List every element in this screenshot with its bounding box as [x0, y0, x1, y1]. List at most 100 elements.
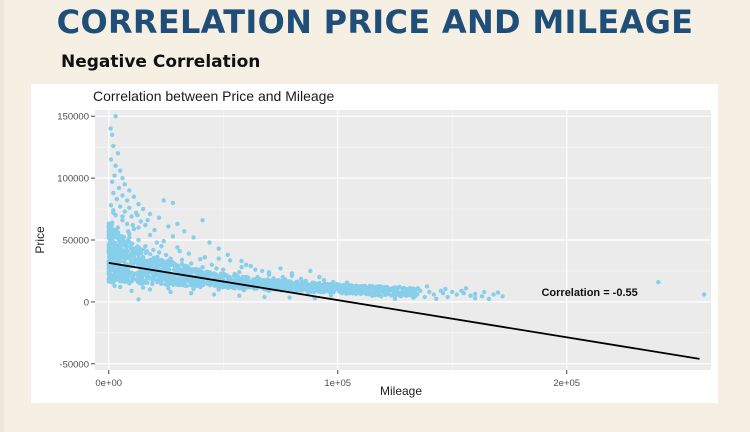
- scatter-point: [385, 286, 391, 291]
- scatter-point: [340, 283, 345, 288]
- scatter-point: [232, 286, 237, 291]
- scatter-point: [243, 262, 249, 267]
- scatter-point: [424, 284, 430, 289]
- scatter-point: [112, 283, 117, 288]
- scatter-point: [140, 255, 146, 260]
- scatter-point: [107, 263, 112, 268]
- scatter-point: [143, 280, 148, 285]
- scatter-point: [262, 294, 267, 300]
- scatter-point: [278, 283, 283, 288]
- scatter-point: [130, 222, 135, 228]
- scatter-point: [166, 263, 171, 269]
- scatter-point: [172, 266, 178, 271]
- scatter-point: [237, 286, 242, 291]
- scatter-point: [303, 278, 308, 284]
- scatter-point: [214, 266, 219, 271]
- scatter-point: [211, 271, 217, 276]
- scatter-point: [111, 190, 116, 196]
- scatter-point: [118, 168, 123, 173]
- scatter-point: [468, 293, 473, 298]
- scatter-point: [169, 278, 174, 283]
- scatter-point: [189, 269, 194, 274]
- scatter-point: [369, 293, 375, 298]
- scatter-point: [140, 206, 146, 212]
- scatter-point: [404, 287, 409, 292]
- scatter-point: [262, 278, 267, 284]
- scatter-point: [131, 258, 137, 264]
- scatter-point: [143, 244, 148, 249]
- scatter-point: [363, 284, 368, 290]
- scatter-point: [163, 274, 168, 279]
- scatter-point: [113, 277, 118, 282]
- scatter-point: [289, 273, 295, 279]
- scatter-point: [445, 294, 450, 300]
- scatter-point: [280, 274, 285, 280]
- scatter-point: [415, 292, 420, 297]
- scatter-point: [410, 289, 416, 295]
- scatter-point: [170, 234, 176, 239]
- scatter-point: [110, 237, 115, 242]
- scatter-point: [260, 268, 265, 274]
- scatter-point: [367, 287, 372, 292]
- scatter-point: [175, 221, 180, 227]
- scatter-point: [331, 279, 336, 285]
- scatter-point: [201, 273, 206, 278]
- scatter-point: [127, 188, 132, 193]
- scatter-point: [126, 229, 131, 234]
- scatter-point: [131, 254, 136, 259]
- scatter-point: [232, 271, 237, 277]
- scatter-point: [443, 286, 448, 292]
- scatter-point: [136, 201, 141, 207]
- scatter-point: [108, 203, 114, 208]
- scatter-point: [140, 285, 146, 290]
- scatter-point: [184, 270, 189, 275]
- y-axis-label: Price: [33, 226, 47, 254]
- scatter-point: [472, 296, 478, 301]
- scatter-point: [152, 258, 157, 263]
- scatter-point: [326, 283, 331, 288]
- scatter-point: [170, 260, 175, 265]
- scatter-point: [353, 283, 359, 288]
- scatter-point: [113, 257, 118, 262]
- scatter-point: [239, 277, 245, 282]
- scatter-point: [438, 288, 443, 293]
- scatter-point: [120, 253, 125, 259]
- scatter-point: [177, 248, 182, 254]
- y-tick-label: -50000: [59, 359, 89, 370]
- scatter-point: [193, 266, 198, 272]
- scatter-point: [119, 271, 124, 276]
- scatter-point: [113, 114, 118, 119]
- scatter-point: [491, 292, 496, 297]
- scatter-point: [349, 284, 354, 289]
- scatter-point: [127, 205, 132, 210]
- scatter-point: [317, 284, 322, 290]
- scatter-point: [118, 204, 123, 209]
- scatter-point: [294, 279, 299, 285]
- scatter-point: [379, 294, 384, 299]
- scatter-point: [301, 287, 306, 292]
- scatter-point: [120, 218, 125, 223]
- scatter-point: [138, 262, 143, 267]
- scatter-point: [112, 269, 117, 274]
- scatter-point: [177, 266, 182, 271]
- scatter-point: [321, 278, 327, 283]
- scatter-point: [253, 267, 258, 272]
- scatter-point: [308, 268, 313, 274]
- scatter-point: [411, 295, 416, 300]
- y-tick-label: 0: [84, 297, 89, 308]
- scatter-point: [450, 289, 455, 295]
- scatter-point: [404, 292, 409, 297]
- scatter-point: [166, 224, 171, 229]
- scatter-point: [150, 281, 155, 287]
- scatter-point: [170, 274, 176, 279]
- scatter-point: [172, 279, 178, 285]
- left-edge-strip: [0, 0, 4, 432]
- scatter-point: [182, 278, 187, 284]
- scatter-point: [399, 289, 405, 295]
- scatter-point: [479, 294, 485, 299]
- scatter-point: [136, 237, 141, 243]
- scatter-point: [120, 214, 125, 219]
- scatter-point: [110, 179, 115, 184]
- scatter-point: [239, 258, 244, 264]
- scatter-point: [376, 291, 382, 296]
